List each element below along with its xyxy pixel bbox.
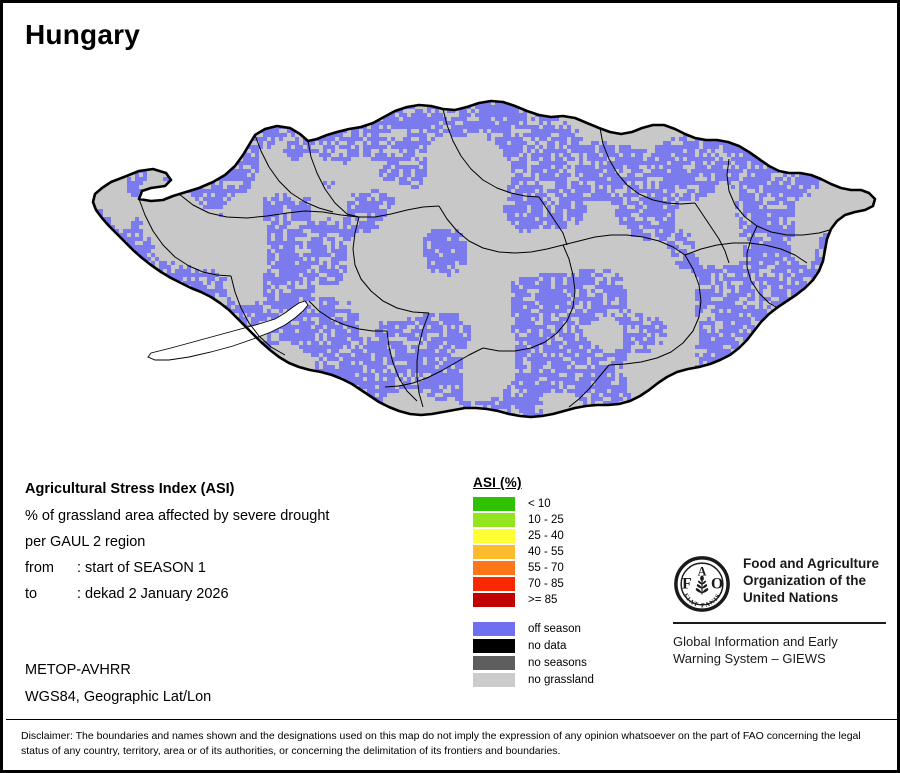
desc-to-label: to — [25, 586, 38, 602]
admin1-border-13 — [599, 127, 696, 205]
country-outline — [91, 99, 877, 419]
admin1-borders — [138, 108, 834, 408]
admin1-border-7 — [562, 234, 686, 256]
admin1-border-6 — [416, 312, 430, 408]
legend-class-2-label: 25 - 40 — [528, 530, 564, 542]
lake-balaton — [147, 300, 309, 361]
fao-name-line-1: Food and Agriculture — [743, 556, 879, 571]
source-projection: WGS84, Geographic Lat/Lon — [25, 689, 212, 705]
fao-name-line-3: United Nations — [743, 590, 839, 605]
svg-text:A: A — [698, 564, 707, 578]
choropleth-map[interactable] — [3, 49, 897, 459]
admin1-border-0 — [170, 179, 360, 219]
legend-class-3-row[interactable]: 40 - 55 — [473, 544, 653, 560]
desc-to-value: : dekad 2 January 2026 — [77, 586, 229, 602]
map-legend: ASI (%) < 10 10 - 25 25 - 40 40 - 55 55 - 70… — [473, 475, 653, 688]
fao-divider — [673, 622, 886, 624]
source-sensor: METOP-AVHRR — [25, 662, 131, 678]
legend-class-4-swatch — [473, 561, 515, 575]
desc-from-row: from : start of SEASON 1 — [25, 560, 455, 576]
giews-line-1: Global Information and Early — [673, 634, 838, 649]
admin1-border-10 — [684, 242, 808, 264]
svg-text:F: F — [682, 576, 692, 593]
giews-line-2: Warning System – GIEWS — [673, 651, 826, 666]
legend-special-3-label: no grassland — [528, 673, 594, 686]
legend-special-0-swatch — [473, 621, 515, 636]
desc-to-row: to : dekad 2 January 2026 — [25, 586, 455, 602]
giews-name: Global Information and Early Warning Sys… — [673, 633, 888, 667]
legend-class-list: < 10 10 - 25 25 - 40 40 - 55 55 - 70 70 - 85 >… — [473, 496, 653, 608]
legend-class-4-row[interactable]: 55 - 70 — [473, 560, 653, 576]
fao-branding: F A O FIA — [673, 555, 888, 667]
legend-class-6-row[interactable]: >= 85 — [473, 592, 653, 608]
admin1-border-2 — [352, 216, 430, 314]
fao-name-line-2: Organization of the — [743, 573, 866, 588]
legend-class-5-swatch — [473, 577, 515, 591]
page-title: Hungary — [25, 19, 140, 50]
admin1-border-20 — [308, 300, 387, 332]
legend-special-2-swatch — [473, 655, 515, 670]
legend-spacer — [473, 608, 653, 620]
desc-line-2: per GAUL 2 region — [25, 534, 146, 550]
fao-name: Food and Agriculture Organization of the… — [743, 555, 879, 606]
fao-emblem-icon: F A O FIA — [673, 555, 731, 613]
legend-special-1-row[interactable]: no data — [473, 637, 653, 654]
legend-special-1-label: no data — [528, 639, 567, 652]
legend-class-3-swatch — [473, 545, 515, 559]
source-block: METOP-AVHRR WGS84, Geographic Lat/Lon — [25, 662, 455, 716]
legend-class-1-row[interactable]: 10 - 25 — [473, 512, 653, 528]
desc-from-value: : start of SEASON 1 — [77, 560, 206, 576]
legend-class-1-swatch — [473, 513, 515, 527]
legend-title: ASI (%) — [473, 475, 522, 490]
legend-class-2-row[interactable]: 25 - 40 — [473, 528, 653, 544]
legend-special-list: off season no data no seasons no grassland — [473, 620, 653, 688]
admin1-border-5 — [384, 347, 484, 388]
legend-class-5-row[interactable]: 70 - 85 — [473, 576, 653, 592]
admin1-border-15 — [442, 108, 540, 198]
map-svg[interactable] — [3, 49, 897, 459]
fao-logo-row: F A O FIA — [673, 555, 888, 613]
svg-text:O: O — [711, 576, 723, 593]
legend-class-5-label: 70 - 85 — [528, 578, 564, 590]
legend-special-2-label: no seasons — [528, 656, 587, 669]
legend-class-6-label: >= 85 — [528, 594, 558, 606]
admin1-border-8 — [608, 254, 702, 366]
legend-special-1-swatch — [473, 638, 515, 653]
legend-class-0-label: < 10 — [528, 498, 551, 510]
desc-from-label: from — [25, 560, 54, 576]
admin1-border-18 — [138, 198, 232, 277]
legend-special-0-row[interactable]: off season — [473, 620, 653, 637]
admin1-border-16 — [538, 196, 568, 246]
admin1-border-19 — [230, 275, 286, 356]
description-block: Agricultural Stress Index (ASI) % of gra… — [25, 481, 455, 612]
desc-line-1: % of grassland area affected by severe d… — [25, 508, 330, 524]
legend-class-4-label: 55 - 70 — [528, 562, 564, 574]
legend-class-2-swatch — [473, 529, 515, 543]
admin1-border-1 — [307, 140, 440, 218]
legend-class-6-swatch — [473, 593, 515, 607]
legend-special-3-row[interactable]: no grassland — [473, 671, 653, 688]
admin1-border-21 — [386, 330, 418, 402]
disclaimer-text: Disclaimer: The boundaries and names sho… — [21, 730, 861, 757]
legend-special-2-row[interactable]: no seasons — [473, 654, 653, 671]
desc-heading: Agricultural Stress Index (ASI) — [25, 481, 235, 497]
legend-class-0-row[interactable]: < 10 — [473, 496, 653, 512]
disclaimer-divider — [6, 719, 897, 720]
legend-special-0-label: off season — [528, 622, 581, 635]
admin1-border-4 — [482, 244, 576, 352]
legend-special-3-swatch — [473, 672, 515, 687]
admin1-border-9 — [568, 364, 610, 408]
legend-class-0-swatch — [473, 497, 515, 511]
admin1-border-3 — [438, 205, 564, 254]
legend-class-1-label: 10 - 25 — [528, 514, 564, 526]
admin1-border-17 — [254, 134, 334, 213]
legend-class-3-label: 40 - 55 — [528, 546, 564, 558]
admin1-border-14 — [694, 202, 730, 264]
